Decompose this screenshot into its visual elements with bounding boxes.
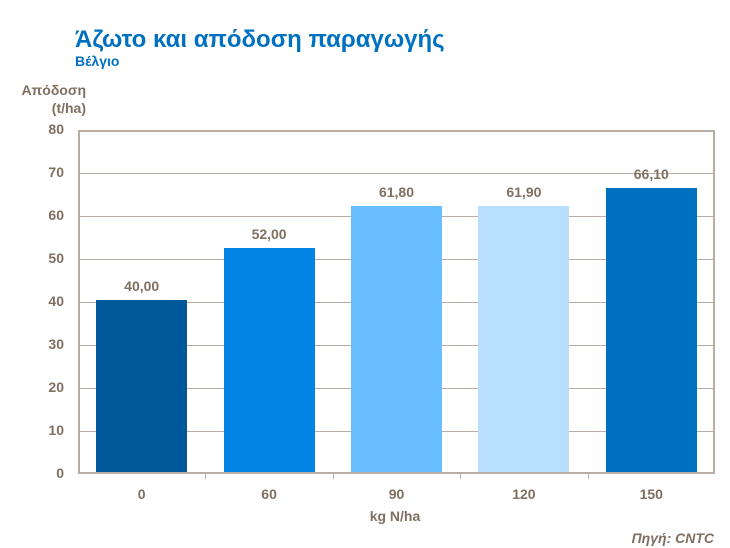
plot-area [78, 130, 715, 474]
x-tick-mark [587, 474, 589, 479]
chart-subtitle: Βέλγιο [75, 53, 120, 69]
gridline [80, 173, 713, 174]
chart-title: Άζωτο και απόδοση παραγωγής [75, 26, 445, 53]
y-tick-label: 10 [48, 422, 64, 438]
y-tick-label: 20 [48, 379, 64, 395]
x-tick-label: 90 [388, 486, 405, 502]
x-tick-mark [460, 474, 462, 479]
bar-value-label: 66,10 [633, 165, 669, 182]
y-tick-label: 80 [48, 121, 64, 137]
bar-value-label: 61,90 [506, 183, 542, 200]
x-tick-label: 150 [639, 486, 663, 502]
source-note: Πηγή: CNTC [631, 530, 714, 546]
y-axis-label-line2: (t/ha) [51, 100, 86, 116]
bar [96, 300, 188, 472]
bar-value-label: 40,00 [124, 278, 160, 294]
y-tick-label: 60 [48, 207, 64, 223]
bar [478, 205, 570, 472]
y-tick-label: 30 [48, 336, 64, 352]
x-tick-label: 60 [261, 486, 277, 502]
bar [223, 248, 315, 472]
bar-value-label: 52,00 [251, 226, 287, 243]
bar-value-label: 61,80 [378, 184, 415, 201]
x-tick-label: 0 [137, 486, 146, 502]
y-tick-label: 70 [48, 164, 64, 180]
bar [351, 206, 442, 472]
y-tick-label: 40 [48, 293, 64, 309]
y-axis-label: Απόδοση (t/ha) [0, 81, 86, 117]
y-axis-label-line1: Απόδοση [21, 82, 86, 98]
bar [605, 187, 697, 472]
y-tick-label: 0 [56, 465, 64, 481]
y-tick-label: 50 [48, 250, 64, 266]
x-tick-mark [205, 474, 207, 479]
x-tick-label: 120 [512, 486, 536, 502]
x-axis-label: kg N/ha [369, 508, 421, 524]
x-tick-mark [332, 474, 334, 479]
